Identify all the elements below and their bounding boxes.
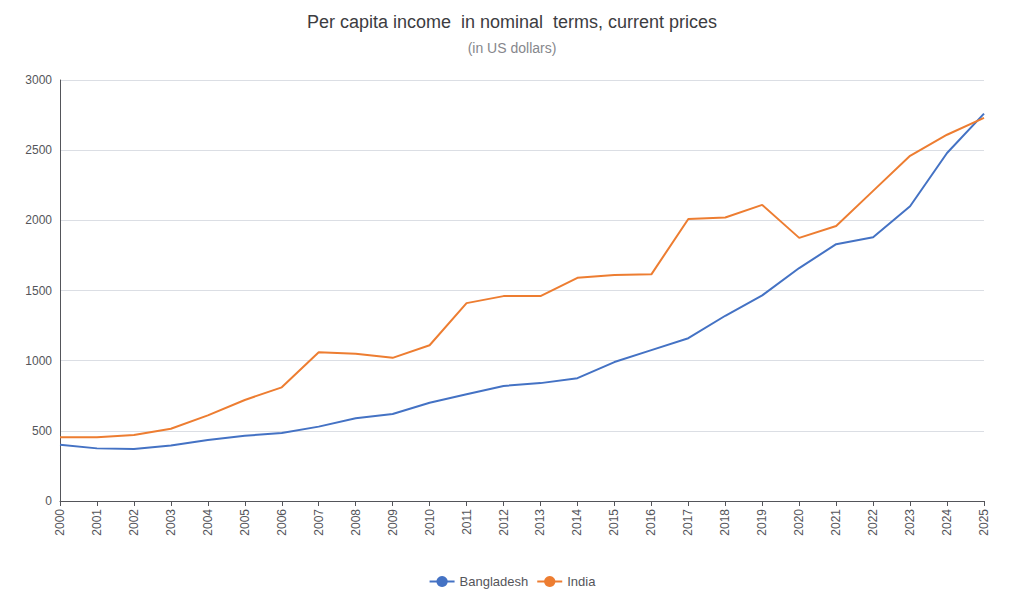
svg-text:2024: 2024 <box>940 509 954 536</box>
svg-text:2002: 2002 <box>127 509 141 536</box>
svg-text:2000: 2000 <box>25 213 52 227</box>
svg-text:2020: 2020 <box>792 509 806 536</box>
svg-text:3000: 3000 <box>25 73 52 87</box>
svg-text:2016: 2016 <box>644 509 658 536</box>
svg-text:500: 500 <box>32 424 52 438</box>
svg-text:2001: 2001 <box>90 509 104 536</box>
svg-text:2005: 2005 <box>238 509 252 536</box>
svg-text:2022: 2022 <box>866 509 880 536</box>
svg-text:2013: 2013 <box>533 509 547 536</box>
svg-text:2017: 2017 <box>681 509 695 536</box>
svg-text:2018: 2018 <box>718 509 732 536</box>
svg-text:2007: 2007 <box>312 509 326 536</box>
svg-text:2008: 2008 <box>349 509 363 536</box>
svg-text:(in US dollars): (in US dollars) <box>468 40 557 56</box>
svg-text:Per capita income in nominal: Per capita income in nominal terms, curr… <box>307 12 717 32</box>
svg-text:2004: 2004 <box>201 509 215 536</box>
svg-text:2000: 2000 <box>53 509 67 536</box>
svg-text:1000: 1000 <box>25 354 52 368</box>
svg-text:2006: 2006 <box>275 509 289 536</box>
svg-text:1500: 1500 <box>25 284 52 298</box>
svg-text:2015: 2015 <box>607 509 621 536</box>
svg-text:2500: 2500 <box>25 143 52 157</box>
svg-text:2003: 2003 <box>164 509 178 536</box>
svg-text:India: India <box>567 574 596 589</box>
svg-text:Bangladesh: Bangladesh <box>460 574 529 589</box>
svg-text:2009: 2009 <box>386 509 400 536</box>
svg-text:2012: 2012 <box>497 509 511 536</box>
svg-text:2021: 2021 <box>829 509 843 536</box>
svg-text:2014: 2014 <box>570 509 584 536</box>
svg-text:2010: 2010 <box>423 509 437 536</box>
svg-text:2019: 2019 <box>755 509 769 536</box>
svg-text:0: 0 <box>45 494 52 508</box>
svg-text:2023: 2023 <box>903 509 917 536</box>
svg-text:2011: 2011 <box>460 509 474 535</box>
svg-text:2025: 2025 <box>977 509 991 536</box>
